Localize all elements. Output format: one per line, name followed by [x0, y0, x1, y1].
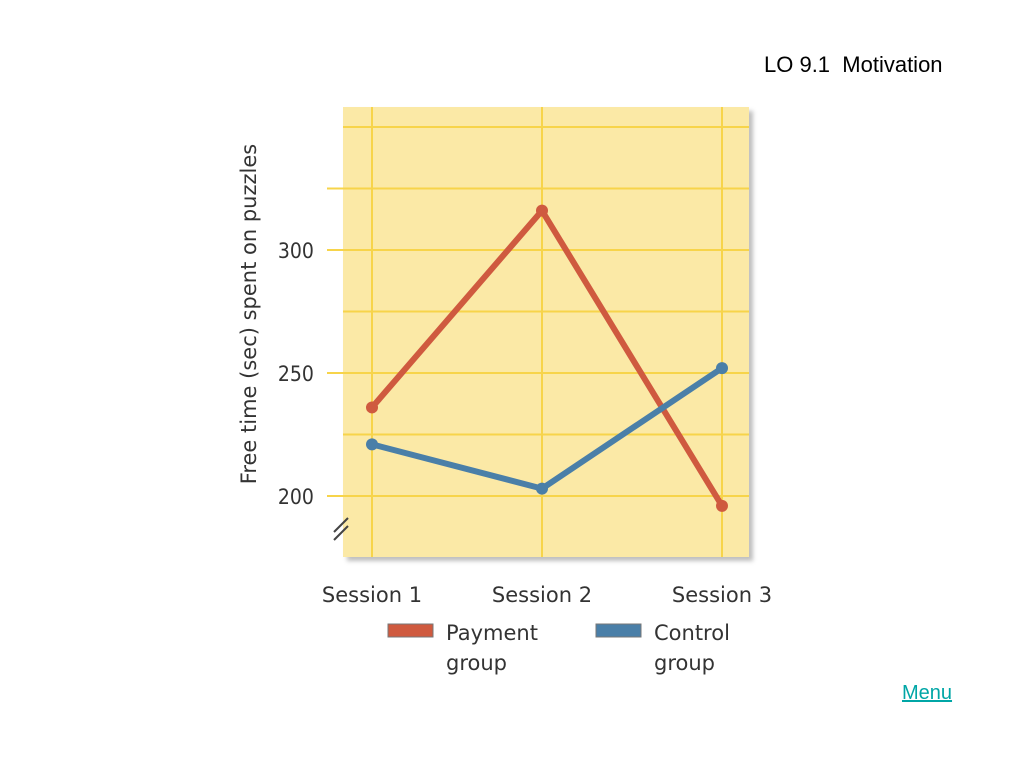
data-point	[716, 362, 728, 375]
legend-label: Payment group	[446, 621, 538, 675]
plot-area	[343, 107, 749, 557]
series-control	[366, 362, 728, 495]
menu-link[interactable]: Menu	[902, 682, 953, 704]
x-tick-label: Session 3	[672, 583, 772, 607]
axis-labels: Free time (sec) spent on puzzles Session …	[237, 144, 772, 607]
y-tick-label: 250	[278, 361, 314, 386]
legend: Payment group Control group	[387, 621, 730, 675]
y-tick-label: 200	[278, 484, 314, 509]
data-point	[366, 438, 378, 451]
axis-break-mark	[333, 517, 349, 533]
legend-swatch	[387, 623, 434, 638]
slide-title: LO 9.1 Motivation	[764, 52, 943, 77]
legend-swatch	[595, 623, 642, 638]
y-axis-title: Free time (sec) spent on puzzles	[237, 144, 261, 484]
data-point	[536, 482, 548, 495]
axis-break-mark	[333, 525, 349, 541]
x-tick-label: Session 2	[492, 583, 592, 607]
data-point	[366, 401, 378, 414]
legend-label: Control group	[654, 621, 730, 675]
data-point	[716, 499, 728, 512]
y-tick-label: 300	[278, 238, 314, 263]
series-lines	[366, 204, 728, 512]
y-axis: 200 250 300	[278, 238, 349, 541]
data-point	[536, 204, 548, 217]
x-tick-label: Session 1	[322, 583, 422, 607]
